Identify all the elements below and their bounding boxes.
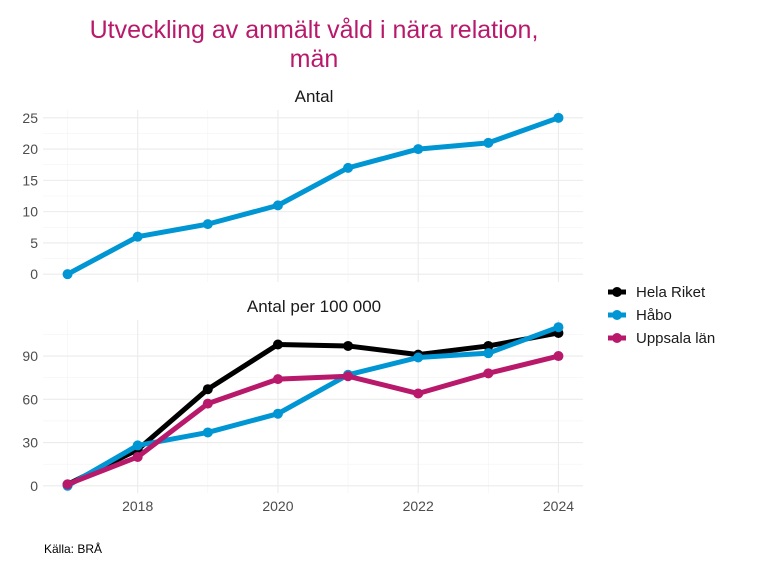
series-uppsala-l-n: [62, 351, 564, 490]
panel-title-per-100000: Antal per 100 000: [247, 297, 381, 316]
legend-label: Hela Riket: [636, 284, 706, 301]
caption-source: Källa: BRÅ: [44, 541, 102, 556]
data-point-hela-riket: [202, 384, 213, 395]
x-tick-label: 2020: [262, 498, 293, 514]
data-point-hela-riket: [343, 340, 354, 351]
series-line-h-bo: [66, 115, 560, 277]
data-point-h-bo: [132, 440, 143, 451]
series-group: [62, 112, 564, 280]
data-point-h-bo: [553, 112, 564, 123]
data-point-h-bo: [483, 137, 494, 148]
data-point-h-bo: [62, 269, 73, 280]
data-point-uppsala-l-n: [132, 451, 143, 462]
data-point-h-bo: [272, 408, 283, 419]
data-point-uppsala-l-n: [483, 368, 494, 379]
y-tick-label: 90: [22, 348, 38, 364]
x-tick-label: 2024: [543, 498, 574, 514]
data-point-h-bo: [413, 352, 424, 363]
data-point-uppsala-l-n: [553, 351, 564, 362]
data-point-h-bo: [202, 219, 213, 230]
y-axis-ticks: 0 30 60 90: [22, 348, 38, 494]
legend-label: Håbo: [636, 307, 672, 324]
data-point-uppsala-l-n: [272, 374, 283, 385]
chart-title: Utveckling av anmält våld i nära relatio…: [90, 16, 539, 73]
legend-item-h-bo: Håbo: [608, 307, 672, 324]
y-tick-label: 20: [22, 141, 38, 157]
y-tick-label: 10: [22, 204, 38, 220]
data-point-h-bo: [202, 427, 213, 438]
y-tick-label: 0: [30, 266, 38, 282]
legend-item-hela-riket: Hela Riket: [608, 284, 706, 301]
data-point-h-bo: [132, 231, 143, 242]
data-point-h-bo: [483, 348, 494, 359]
series-line-uppsala-l-n: [66, 353, 560, 487]
legend-item-uppsala-l-n: Uppsala län: [608, 330, 715, 347]
legend-key-point: [612, 333, 622, 343]
series-h-bo: [62, 112, 564, 280]
data-point-uppsala-l-n: [413, 388, 424, 399]
series-group: [62, 322, 564, 491]
data-point-h-bo: [343, 162, 354, 173]
data-point-h-bo: [272, 200, 283, 211]
x-axis-ticks: 2018 2020 2022 2024: [122, 498, 574, 514]
y-tick-label: 15: [22, 172, 38, 188]
y-tick-label: 0: [30, 478, 38, 494]
legend-label: Uppsala län: [636, 330, 715, 347]
series-line-h-bo: [66, 324, 560, 488]
chart-title-line-1: Utveckling av anmält våld i nära relatio…: [90, 16, 539, 44]
y-tick-label: 25: [22, 110, 38, 126]
chart-title-line-2: män: [290, 45, 339, 73]
y-tick-label: 5: [30, 235, 38, 251]
data-point-uppsala-l-n: [343, 371, 354, 382]
series-line-hela-riket: [66, 330, 559, 487]
y-tick-label: 30: [22, 435, 38, 451]
data-point-hela-riket: [272, 339, 283, 350]
data-point-uppsala-l-n: [202, 398, 213, 409]
legend-key-point: [612, 310, 622, 320]
panel-per-100000: Antal per 100 000 0 30 60 90: [22, 297, 583, 494]
y-tick-label: 60: [22, 391, 38, 407]
legend-key-point: [612, 287, 622, 297]
panel-grid: [43, 110, 583, 282]
legend: Hela Riket Håbo Uppsala län: [608, 284, 715, 347]
panel-antal: Antal 0 5 10 15 20 25: [22, 87, 583, 282]
panel-title-antal: Antal: [295, 87, 334, 106]
x-tick-label: 2022: [403, 498, 434, 514]
data-point-h-bo: [553, 322, 564, 333]
x-tick-label: 2018: [122, 498, 153, 514]
data-point-hela-riket: [483, 340, 494, 351]
data-point-uppsala-l-n: [62, 479, 73, 490]
y-axis-ticks: 0 5 10 15 20 25: [22, 110, 38, 282]
data-point-h-bo: [413, 144, 424, 155]
